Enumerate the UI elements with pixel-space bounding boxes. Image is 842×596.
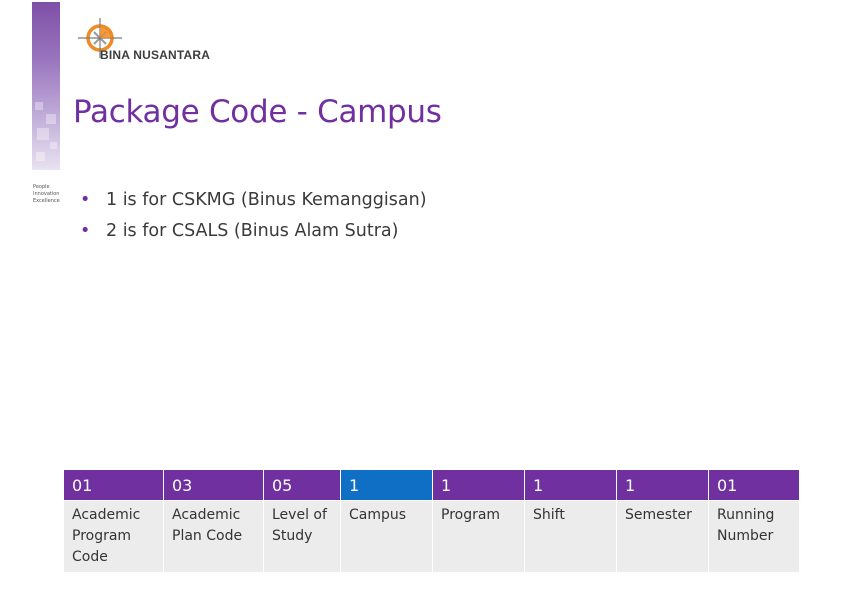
label-cell: Running Number xyxy=(708,500,800,573)
code-cell: 1 xyxy=(524,469,617,501)
label-cell: Academic Program Code xyxy=(63,500,164,573)
code-row: 01 03 05 1 1 1 1 01 xyxy=(63,469,800,501)
label-cell: Semester xyxy=(616,500,709,573)
side-decor-band xyxy=(32,2,60,170)
brand-tagline: People Innovation Excellence xyxy=(33,184,60,204)
binus-logo-icon xyxy=(78,18,122,63)
package-code-table: 01 03 05 1 1 1 1 01 Academic Program Cod… xyxy=(63,469,800,573)
code-cell: 1 xyxy=(616,469,709,501)
bullet-dot-icon: • xyxy=(80,190,91,210)
brand-name: BINA NUSANTARA xyxy=(100,48,211,62)
label-cell-campus: Campus xyxy=(340,500,433,573)
label-cell: Program xyxy=(432,500,525,573)
code-cell: 1 xyxy=(432,469,525,501)
label-cell: Academic Plan Code xyxy=(163,500,264,573)
label-row: Academic Program Code Academic Plan Code… xyxy=(63,500,800,573)
code-cell: 03 xyxy=(163,469,264,501)
label-cell: Level of Study xyxy=(263,500,341,573)
code-cell-campus: 1 xyxy=(340,469,433,501)
page-title: Package Code - Campus xyxy=(73,94,442,130)
code-cell: 01 xyxy=(63,469,164,501)
code-cell: 05 xyxy=(263,469,341,501)
bullet-dot-icon: • xyxy=(80,221,91,241)
label-cell: Shift xyxy=(524,500,617,573)
bullet-item: • 2 is for CSALS (Binus Alam Sutra) xyxy=(80,221,399,241)
bullet-list: • 1 is for CSKMG (Binus Kemanggisan) • 2 i… xyxy=(80,190,427,252)
bullet-item: • 1 is for CSKMG (Binus Kemanggisan) xyxy=(80,190,427,210)
code-cell: 01 xyxy=(708,469,800,501)
